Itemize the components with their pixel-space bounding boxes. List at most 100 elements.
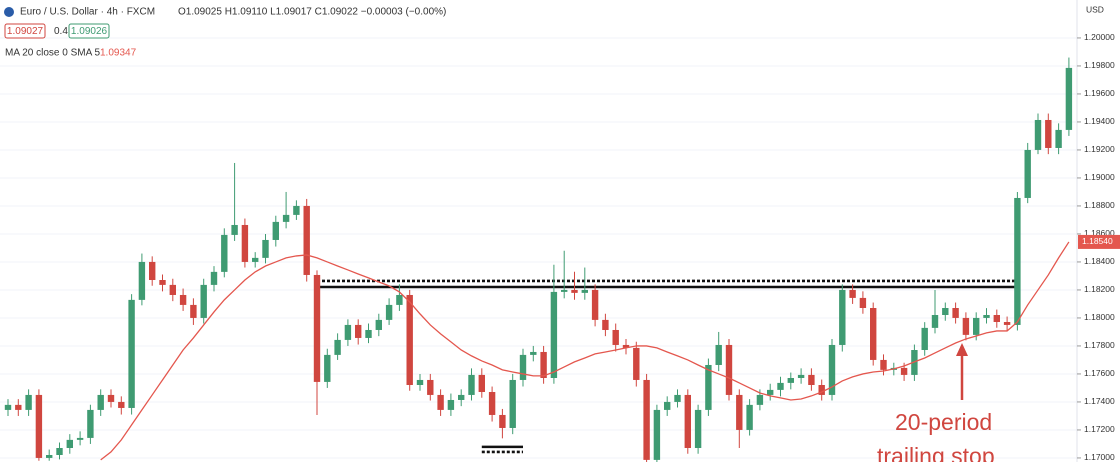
candle-body bbox=[561, 289, 568, 292]
candle-body bbox=[797, 374, 805, 378]
candle-body bbox=[4, 404, 12, 410]
candle-body bbox=[179, 294, 187, 305]
symbol-icon bbox=[4, 7, 14, 17]
candle-body bbox=[334, 339, 341, 355]
bid: 1.09027 bbox=[7, 26, 44, 37]
candle-body bbox=[210, 271, 218, 285]
candle-body bbox=[468, 374, 475, 395]
candle-body bbox=[324, 354, 331, 382]
y-tick-label: 1.18800 bbox=[1084, 200, 1115, 210]
candle-body bbox=[509, 379, 516, 428]
moving-average bbox=[100, 241, 1070, 461]
candle-body bbox=[488, 392, 496, 415]
ma-price-tag bbox=[1078, 234, 1120, 249]
y-tick-label: 1.20000 bbox=[1084, 32, 1115, 42]
y-tick-label: 1.19400 bbox=[1084, 116, 1115, 126]
candle-body bbox=[427, 379, 434, 395]
indicator-value: 1.09347 bbox=[100, 48, 137, 59]
candle-body bbox=[478, 374, 485, 392]
candle-body bbox=[416, 379, 424, 385]
candle-body bbox=[571, 289, 578, 293]
candle-body bbox=[97, 394, 104, 410]
y-tick-label: 1.18000 bbox=[1084, 312, 1115, 322]
candle-body bbox=[149, 261, 156, 280]
levels bbox=[317, 279, 1018, 454]
ohlc-readout: O1.09025 H1.09110 L1.09017 C1.09022 −0.0… bbox=[178, 7, 446, 18]
y-tick-label: 1.18600 bbox=[1084, 228, 1115, 238]
candle-body bbox=[973, 317, 980, 335]
currency: USD bbox=[1086, 4, 1104, 14]
candle-body bbox=[1065, 67, 1073, 130]
candle-body bbox=[715, 344, 722, 365]
candle-body bbox=[736, 394, 743, 430]
symbol-title: Euro / U.S. Dollar · 4h · FXCM bbox=[20, 7, 155, 18]
candle-body bbox=[293, 205, 300, 215]
candle-body bbox=[272, 221, 279, 240]
candle-body bbox=[1034, 119, 1042, 150]
annotation-line: 20-period bbox=[895, 409, 992, 435]
candle-body bbox=[653, 409, 661, 460]
ma-price-label: 1.18540 bbox=[1082, 236, 1113, 246]
candle-body bbox=[499, 414, 506, 428]
candle-body bbox=[643, 379, 650, 460]
candle-body bbox=[107, 394, 115, 402]
y-tick-label: 1.19000 bbox=[1084, 172, 1115, 182]
candle-body bbox=[952, 308, 959, 318]
candle-body bbox=[221, 234, 228, 272]
ma-line bbox=[100, 241, 1070, 461]
candle-body bbox=[767, 389, 774, 395]
y-tick-label: 1.19200 bbox=[1084, 144, 1115, 154]
candle-body bbox=[694, 409, 702, 448]
candle-body bbox=[756, 394, 764, 405]
ask-box[interactable] bbox=[68, 23, 110, 39]
candle-body bbox=[385, 304, 393, 320]
candle-body bbox=[540, 351, 547, 378]
candle-body bbox=[931, 315, 939, 328]
candle-body bbox=[76, 437, 84, 440]
bid-box[interactable] bbox=[4, 23, 46, 39]
y-tick-label: 1.17400 bbox=[1084, 396, 1115, 406]
candle-body bbox=[962, 317, 970, 335]
spread: 0.4 bbox=[54, 26, 68, 37]
y-tick-label: 1.18400 bbox=[1084, 256, 1115, 266]
candle-body bbox=[1014, 197, 1021, 325]
candle-body bbox=[231, 224, 238, 235]
candle-body bbox=[15, 404, 22, 410]
candle-body bbox=[396, 294, 403, 305]
candle-body bbox=[159, 280, 166, 285]
candle-body bbox=[365, 329, 372, 338]
candle-body bbox=[118, 401, 125, 408]
candle-body bbox=[550, 291, 558, 378]
candle-body bbox=[880, 359, 887, 370]
candle-body bbox=[458, 394, 465, 400]
candle-body bbox=[241, 224, 249, 262]
candle-body bbox=[591, 289, 599, 320]
candle-body bbox=[252, 257, 259, 262]
candle-body bbox=[900, 367, 908, 375]
grid bbox=[0, 37, 1077, 459]
candle-body bbox=[530, 351, 537, 355]
candle-body bbox=[87, 409, 94, 438]
y-tick-label: 1.18200 bbox=[1084, 284, 1115, 294]
candle-body bbox=[818, 385, 825, 395]
candle-body bbox=[56, 448, 63, 455]
price-axis: 1.17000 1.17200 1.17400 1.17600 1.17800 1.180… bbox=[1077, 32, 1120, 462]
candle-body bbox=[828, 344, 836, 395]
ask: 1.09026 bbox=[71, 26, 108, 37]
candle-body bbox=[921, 327, 928, 350]
candle-body bbox=[787, 378, 794, 383]
candle-body bbox=[983, 315, 990, 318]
candle-body bbox=[437, 394, 444, 410]
y-tick-label: 1.17800 bbox=[1084, 340, 1115, 350]
candle-body bbox=[375, 319, 382, 330]
candle-body bbox=[519, 354, 527, 380]
candle-body bbox=[406, 294, 413, 385]
candle-body bbox=[344, 324, 352, 340]
candle-body bbox=[1024, 149, 1031, 198]
candle-body bbox=[839, 289, 846, 345]
y-tick-label: 1.17000 bbox=[1084, 452, 1115, 462]
indicator-name: MA 20 close 0 SMA 5 bbox=[5, 48, 100, 59]
candle-body bbox=[622, 344, 630, 348]
candle-body bbox=[859, 297, 867, 308]
